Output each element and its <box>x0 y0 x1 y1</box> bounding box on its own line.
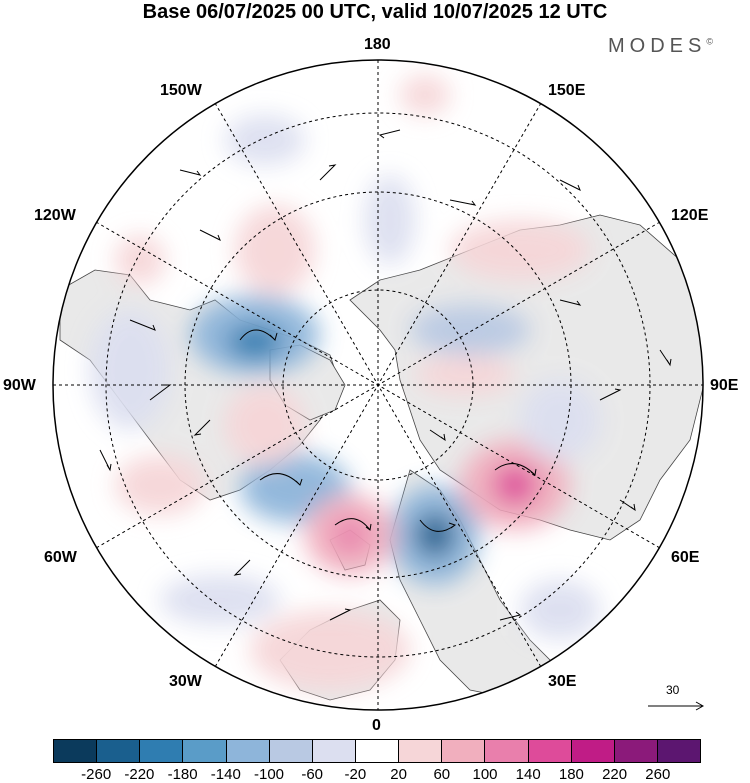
lon-label-90e: 90E <box>710 377 739 394</box>
colorbar-tick-label: -220 <box>124 766 155 783</box>
lon-label-180: 180 <box>364 36 391 53</box>
wind-vectors <box>99 129 672 621</box>
colorbar-tick-label: 220 <box>602 766 628 783</box>
colorbar-tick-label: -100 <box>253 766 285 783</box>
colorbar-tick-label: 60 <box>433 766 451 783</box>
colorbar-tick-label: -60 <box>301 766 324 783</box>
colorbar-segment <box>399 740 443 762</box>
colorbar-tick-label: 260 <box>645 766 671 783</box>
lon-label-150w: 150W <box>160 82 202 99</box>
lon-label-150e: 150E <box>548 82 586 99</box>
lon-label-30w: 30W <box>169 673 202 690</box>
colorbar-segment <box>269 740 313 762</box>
colorbar-tick-label: -140 <box>210 766 241 783</box>
colorbar-tick-label: -180 <box>167 766 198 783</box>
colorbar-tick-label: -20 <box>344 766 367 783</box>
colorbar-segment <box>442 740 486 762</box>
colorbar-segment <box>528 740 572 762</box>
colorbar-segment <box>226 740 270 762</box>
lon-label-120e: 120E <box>671 207 709 224</box>
lon-label-120w: 120W <box>34 207 76 224</box>
colorbar-segment <box>312 740 356 762</box>
brand-logo: MODES© <box>608 35 713 57</box>
colorbar-segment <box>140 740 184 762</box>
colorbar-segment <box>183 740 227 762</box>
colorbar-tick-label: 140 <box>515 766 541 783</box>
wind-reference-label: 30 <box>666 683 680 697</box>
colorbar-segment <box>571 740 615 762</box>
colorbar-tick-label: -260 <box>81 766 112 783</box>
colorbar-segment <box>54 740 98 762</box>
wind-reference-arrow <box>648 701 705 711</box>
colorbar-segment <box>485 740 529 762</box>
colorbar-segment <box>614 740 658 762</box>
lon-label-30e: 30E <box>548 673 577 690</box>
colorbar-segment <box>97 740 141 762</box>
colorbar <box>53 739 701 763</box>
lon-label-90w: 90W <box>3 377 36 394</box>
map-title: Base 06/07/2025 00 UTC, valid 10/07/2025… <box>142 1 608 23</box>
lon-label-60w: 60W <box>44 549 77 566</box>
colorbar-tick-label: 20 <box>390 766 407 783</box>
colorbar-tick-label: 180 <box>558 766 584 783</box>
colorbar-segment <box>657 740 701 762</box>
colorbar-tick-label: 100 <box>472 766 498 783</box>
colorbar-segment <box>355 740 400 762</box>
graticule <box>53 60 703 710</box>
lon-label-0: 0 <box>372 717 381 734</box>
lon-label-60e: 60E <box>671 549 700 566</box>
